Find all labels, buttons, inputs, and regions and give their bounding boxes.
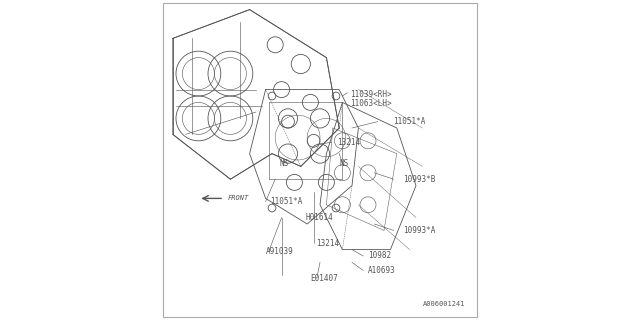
Text: 10993*A: 10993*A — [403, 226, 436, 235]
Text: 13214: 13214 — [316, 239, 339, 248]
Text: 10982: 10982 — [368, 252, 391, 260]
Text: 11051*A: 11051*A — [394, 117, 426, 126]
Text: A10693: A10693 — [368, 266, 396, 275]
Text: FRONT: FRONT — [227, 196, 248, 201]
Text: A91039: A91039 — [266, 247, 293, 256]
Text: NS: NS — [280, 159, 289, 168]
Text: 11039<RH>: 11039<RH> — [351, 90, 392, 99]
Text: E01407: E01407 — [310, 274, 338, 283]
Text: 10993*B: 10993*B — [403, 175, 436, 184]
Text: NS: NS — [339, 159, 348, 168]
Text: 11051*A: 11051*A — [270, 197, 303, 206]
Text: H01614: H01614 — [306, 213, 333, 222]
Text: 11063<LH>: 11063<LH> — [351, 99, 392, 108]
Text: A006001241: A006001241 — [423, 301, 466, 307]
Text: 13214: 13214 — [338, 138, 361, 147]
